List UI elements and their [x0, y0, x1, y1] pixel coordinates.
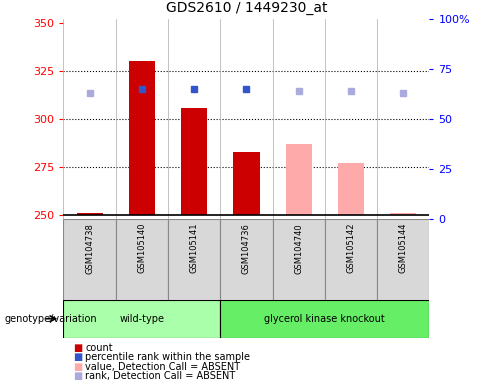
Bar — [116, 219, 168, 300]
Bar — [325, 219, 377, 300]
Bar — [168, 219, 220, 300]
Text: glycerol kinase knockout: glycerol kinase knockout — [264, 314, 385, 324]
Text: GSM104736: GSM104736 — [242, 223, 251, 274]
Text: ■: ■ — [73, 371, 82, 381]
Text: ■: ■ — [73, 352, 82, 362]
Text: rank, Detection Call = ABSENT: rank, Detection Call = ABSENT — [85, 371, 236, 381]
Text: GSM105140: GSM105140 — [137, 223, 146, 273]
Text: GSM105142: GSM105142 — [346, 223, 356, 273]
Title: GDS2610 / 1449230_at: GDS2610 / 1449230_at — [166, 2, 327, 15]
Text: count: count — [85, 343, 113, 353]
Bar — [129, 61, 155, 215]
Bar — [63, 219, 116, 300]
Bar — [181, 108, 207, 215]
Text: GSM104740: GSM104740 — [294, 223, 303, 273]
Text: percentile rank within the sample: percentile rank within the sample — [85, 352, 250, 362]
Text: wild-type: wild-type — [120, 314, 164, 324]
Text: ■: ■ — [73, 343, 82, 353]
Bar — [63, 300, 220, 338]
Text: ■: ■ — [73, 362, 82, 372]
Bar — [77, 213, 102, 215]
Bar — [377, 219, 429, 300]
Text: GSM105144: GSM105144 — [399, 223, 408, 273]
Text: GSM104738: GSM104738 — [85, 223, 94, 274]
Bar — [233, 152, 260, 215]
Bar — [390, 213, 416, 215]
Text: genotype/variation: genotype/variation — [5, 314, 98, 324]
Text: GSM105141: GSM105141 — [190, 223, 199, 273]
Bar — [273, 219, 325, 300]
Bar — [220, 219, 273, 300]
Text: value, Detection Call = ABSENT: value, Detection Call = ABSENT — [85, 362, 241, 372]
Bar — [338, 163, 364, 215]
Bar — [285, 144, 312, 215]
Bar — [220, 300, 429, 338]
